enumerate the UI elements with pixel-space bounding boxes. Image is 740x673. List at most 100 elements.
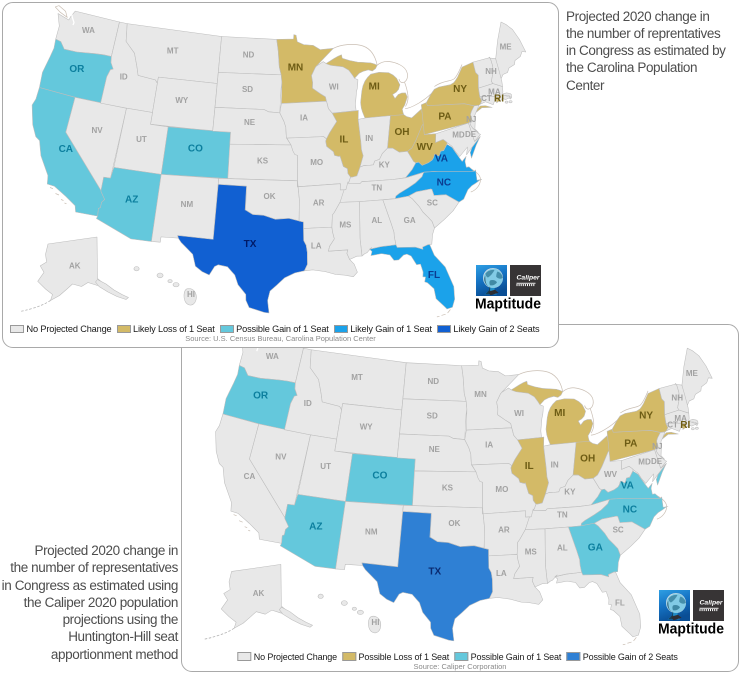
svg-text:MT: MT <box>351 373 363 382</box>
svg-text:TN: TN <box>371 183 382 192</box>
svg-text:MS: MS <box>339 220 352 229</box>
svg-text:LA: LA <box>496 569 507 578</box>
svg-text:MA: MA <box>674 414 687 423</box>
svg-text:AR: AR <box>498 526 510 535</box>
svg-text:CO: CO <box>188 144 203 155</box>
svg-text:VA: VA <box>621 480 634 491</box>
svg-text:OH: OH <box>395 127 410 138</box>
svg-text:ME: ME <box>500 43 513 52</box>
svg-text:RI: RI <box>494 94 504 105</box>
svg-text:IL: IL <box>339 134 348 145</box>
svg-text:MN: MN <box>288 63 304 74</box>
svg-text:LA: LA <box>311 242 322 251</box>
svg-text:KS: KS <box>442 483 454 492</box>
svg-text:ND: ND <box>243 51 255 60</box>
svg-text:HI: HI <box>371 618 379 627</box>
svg-text:NH: NH <box>671 393 683 402</box>
svg-text:MD: MD <box>452 131 465 140</box>
svg-text:FL: FL <box>615 599 625 608</box>
svg-text:NY: NY <box>639 410 653 421</box>
svg-text:CT: CT <box>667 420 678 429</box>
svg-text:WA: WA <box>82 26 95 35</box>
svg-text:TX: TX <box>244 239 257 250</box>
svg-text:NM: NM <box>365 527 378 536</box>
svg-text:VA: VA <box>435 154 448 165</box>
svg-text:DE: DE <box>651 457 663 466</box>
svg-text:FL: FL <box>428 270 440 281</box>
svg-text:IN: IN <box>551 461 559 470</box>
svg-text:ID: ID <box>304 399 312 408</box>
svg-text:CA: CA <box>59 144 73 155</box>
svg-text:MT: MT <box>167 47 179 56</box>
svg-text:NV: NV <box>275 452 287 461</box>
svg-text:PA: PA <box>624 438 637 449</box>
svg-text:RI: RI <box>680 420 690 431</box>
svg-text:AK: AK <box>69 261 81 270</box>
svg-text:MI: MI <box>554 408 565 419</box>
svg-text:IA: IA <box>485 440 493 449</box>
svg-text:AR: AR <box>313 199 325 208</box>
svg-text:Caliper: Caliper <box>699 600 722 607</box>
svg-text:UT: UT <box>136 135 147 144</box>
svg-text:ND: ND <box>427 377 439 386</box>
svg-text:WY: WY <box>175 96 189 105</box>
svg-text:Caliper: Caliper <box>516 275 539 282</box>
svg-text:CO: CO <box>372 470 387 481</box>
svg-text:ME: ME <box>686 369 699 378</box>
svg-text:TX: TX <box>428 566 441 577</box>
svg-text:SC: SC <box>427 199 438 208</box>
svg-text:NY: NY <box>453 84 467 95</box>
svg-text:PA: PA <box>438 112 451 123</box>
svg-text:AZ: AZ <box>125 194 138 205</box>
svg-text:SD: SD <box>427 411 438 420</box>
svg-text:MO: MO <box>495 485 508 494</box>
svg-text:NH: NH <box>485 67 497 76</box>
svg-text:MD: MD <box>638 457 651 466</box>
svg-text:MI: MI <box>369 81 380 92</box>
svg-text:WV: WV <box>604 470 618 479</box>
svg-text:GA: GA <box>404 216 416 225</box>
svg-text:MN: MN <box>474 390 487 399</box>
svg-text:ID: ID <box>120 72 128 81</box>
svg-text:KY: KY <box>379 161 391 170</box>
svg-text:TN: TN <box>557 510 568 519</box>
svg-text:KY: KY <box>564 488 576 497</box>
svg-text:DE: DE <box>465 130 477 139</box>
svg-text:WY: WY <box>360 422 374 431</box>
svg-text:OK: OK <box>264 192 276 201</box>
svg-text:AK: AK <box>253 589 265 598</box>
svg-text:AL: AL <box>557 543 568 552</box>
svg-text:OR: OR <box>69 64 85 75</box>
svg-text:NJ: NJ <box>652 442 662 451</box>
svg-text:MO: MO <box>310 158 323 167</box>
svg-text:NV: NV <box>91 126 103 135</box>
svg-text:SC: SC <box>612 526 623 535</box>
svg-text:OH: OH <box>580 453 595 464</box>
svg-text:WA: WA <box>266 352 279 361</box>
svg-text:IL: IL <box>525 461 534 472</box>
svg-text:NE: NE <box>429 445 441 454</box>
svg-text:OR: OR <box>253 390 269 401</box>
svg-text:UT: UT <box>320 462 331 471</box>
svg-text:MA: MA <box>488 87 501 96</box>
svg-text:AZ: AZ <box>309 521 322 532</box>
svg-text:IN: IN <box>365 134 373 143</box>
svg-text:NC: NC <box>622 504 637 515</box>
svg-text:CT: CT <box>481 94 492 103</box>
svg-text:OK: OK <box>448 519 460 528</box>
svg-text:GA: GA <box>588 542 603 553</box>
svg-text:CA: CA <box>244 472 256 481</box>
svg-text:IA: IA <box>300 114 308 123</box>
svg-text:NM: NM <box>181 200 194 209</box>
svg-text:WI: WI <box>329 82 339 91</box>
svg-text:KS: KS <box>257 157 269 166</box>
svg-text:MS: MS <box>525 548 538 557</box>
svg-text:WI: WI <box>514 409 524 418</box>
svg-text:HI: HI <box>187 290 195 299</box>
svg-text:AL: AL <box>371 216 382 225</box>
svg-text:NE: NE <box>244 118 256 127</box>
svg-text:NJ: NJ <box>466 115 476 124</box>
svg-text:WV: WV <box>417 142 433 153</box>
svg-text:NC: NC <box>437 177 451 188</box>
svg-text:SD: SD <box>242 85 253 94</box>
